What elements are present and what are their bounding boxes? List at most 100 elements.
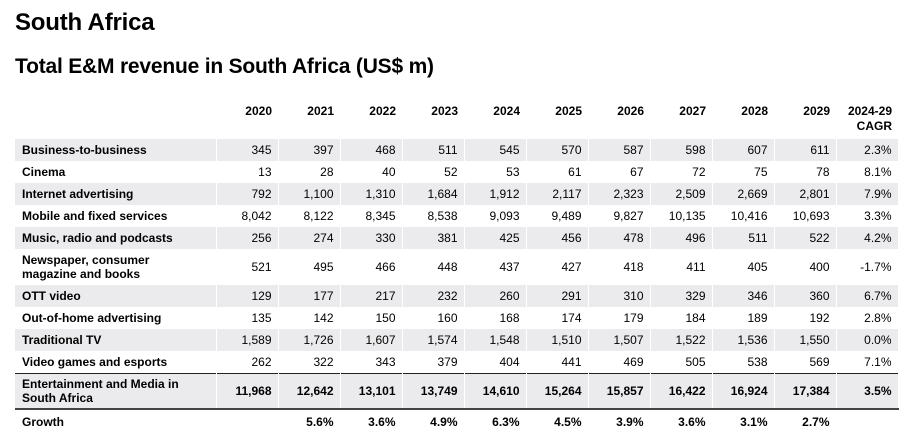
growth-value-cell: 3.6% (650, 409, 713, 434)
value-cell: 2,801 (774, 183, 837, 205)
total-value-cell: 15,857 (588, 373, 651, 410)
value-cell: 456 (526, 227, 589, 249)
value-cell: 1,607 (340, 329, 403, 351)
growth-row: Growth 5.6% 3.6% 4.9% 6.3% 4.5% 3.9% 3.6% 3.1% 2.… (15, 409, 899, 434)
table-title: Total E&M revenue in South Africa (US$ m… (15, 55, 434, 78)
row-label: Newspaper, consumer magazine and books (15, 249, 217, 285)
value-cell: 8,345 (340, 205, 403, 227)
value-cell: 427 (526, 249, 589, 285)
value-cell: 8,122 (278, 205, 341, 227)
value-cell: 1,310 (340, 183, 403, 205)
table-row: Internet advertising 792 1,100 1,310 1,684 1,… (15, 183, 899, 205)
value-cell: 310 (588, 285, 651, 307)
value-cell: 217 (340, 285, 403, 307)
cagr-cell: 0.0% (836, 329, 899, 351)
value-cell: 1,589 (216, 329, 279, 351)
value-cell: 174 (526, 307, 589, 329)
value-cell: 468 (340, 139, 403, 161)
header-year: 2026 (617, 104, 644, 118)
value-cell: 256 (216, 227, 279, 249)
value-cell: 441 (526, 351, 589, 374)
table-row: Traditional TV 1,589 1,726 1,607 1,574 1,548 1… (15, 329, 899, 351)
value-cell: 142 (278, 307, 341, 329)
value-cell: 61 (526, 161, 589, 183)
growth-value-cell: 2.7% (774, 409, 837, 434)
cagr-cell: -1.7% (836, 249, 899, 285)
row-label: Mobile and fixed services (15, 205, 217, 227)
value-cell: 538 (712, 351, 775, 374)
cagr-cell: 3.3% (836, 205, 899, 227)
value-cell: 521 (216, 249, 279, 285)
value-cell: 607 (712, 139, 775, 161)
header-year: 2020 (245, 104, 272, 118)
total-row: Entertainment and Media in South Africa 11… (15, 373, 899, 410)
value-cell: 13 (216, 161, 279, 183)
row-label: Video games and esports (15, 351, 217, 374)
value-cell: 291 (526, 285, 589, 307)
value-cell: 469 (588, 351, 651, 374)
header-row: 2020 2021 2022 2023 2024 2025 2026 2027 … (15, 101, 898, 139)
row-label: Traditional TV (15, 329, 217, 351)
value-cell: 168 (464, 307, 527, 329)
value-cell: 2,117 (526, 183, 589, 205)
row-label: Internet advertising (15, 183, 217, 205)
total-value-cell: 13,101 (340, 373, 403, 410)
value-cell: 448 (402, 249, 465, 285)
value-cell: 466 (340, 249, 403, 285)
row-label: Cinema (15, 161, 217, 183)
value-cell: 72 (650, 161, 713, 183)
value-cell: 179 (588, 307, 651, 329)
value-cell: 346 (712, 285, 775, 307)
value-cell: 792 (216, 183, 279, 205)
row-label-line1: Newspaper, consumer (22, 253, 150, 267)
value-cell: 437 (464, 249, 527, 285)
total-label: Entertainment and Media in South Africa (15, 373, 217, 410)
value-cell: 425 (464, 227, 527, 249)
value-cell: 381 (402, 227, 465, 249)
value-cell: 570 (526, 139, 589, 161)
value-cell: 478 (588, 227, 651, 249)
value-cell: 274 (278, 227, 341, 249)
value-cell: 1,522 (650, 329, 713, 351)
row-label: Business-to-business (15, 139, 217, 161)
value-cell: 9,489 (526, 205, 589, 227)
growth-value-cell: 3.9% (588, 409, 651, 434)
value-cell: 160 (402, 307, 465, 329)
cagr-cell: 8.1% (836, 161, 899, 183)
growth-label: Growth (15, 409, 217, 434)
table-row: Cinema 13 28 40 52 53 61 67 72 75 78 8.1% (15, 161, 899, 183)
value-cell: 52 (402, 161, 465, 183)
value-cell: 129 (216, 285, 279, 307)
value-cell: 135 (216, 307, 279, 329)
value-cell: 67 (588, 161, 651, 183)
value-cell: 2,669 (712, 183, 775, 205)
value-cell: 330 (340, 227, 403, 249)
table-row: Business-to-business 345 397 468 511 545 570 58… (15, 139, 899, 161)
value-cell: 1,536 (712, 329, 775, 351)
header-cagr-line2: CAGR (856, 119, 892, 133)
growth-value-cell: 3.6% (340, 409, 403, 434)
header-year: 2021 (307, 104, 334, 118)
revenue-table: 2020 2021 2022 2023 2024 2025 2026 2027 … (15, 101, 899, 434)
value-cell: 192 (774, 307, 837, 329)
value-cell: 184 (650, 307, 713, 329)
value-cell: 8,042 (216, 205, 279, 227)
total-value-cell: 15,264 (526, 373, 589, 410)
value-cell: 177 (278, 285, 341, 307)
row-label: Music, radio and podcasts (15, 227, 217, 249)
growth-value-cell: 6.3% (464, 409, 527, 434)
value-cell: 10,416 (712, 205, 775, 227)
table-row: OTT video 129 177 217 232 260 291 310 329 346 360 6… (15, 285, 899, 307)
value-cell: 9,827 (588, 205, 651, 227)
total-label-line1: Entertainment and Media in (22, 377, 179, 391)
value-cell: 78 (774, 161, 837, 183)
header-cagr-line1: 2024-29 (847, 104, 892, 118)
value-cell: 598 (650, 139, 713, 161)
value-cell: 1,510 (526, 329, 589, 351)
growth-value-cell: 3.1% (712, 409, 775, 434)
value-cell: 10,693 (774, 205, 837, 227)
value-cell: 343 (340, 351, 403, 374)
value-cell: 232 (402, 285, 465, 307)
value-cell: 411 (650, 249, 713, 285)
value-cell: 150 (340, 307, 403, 329)
